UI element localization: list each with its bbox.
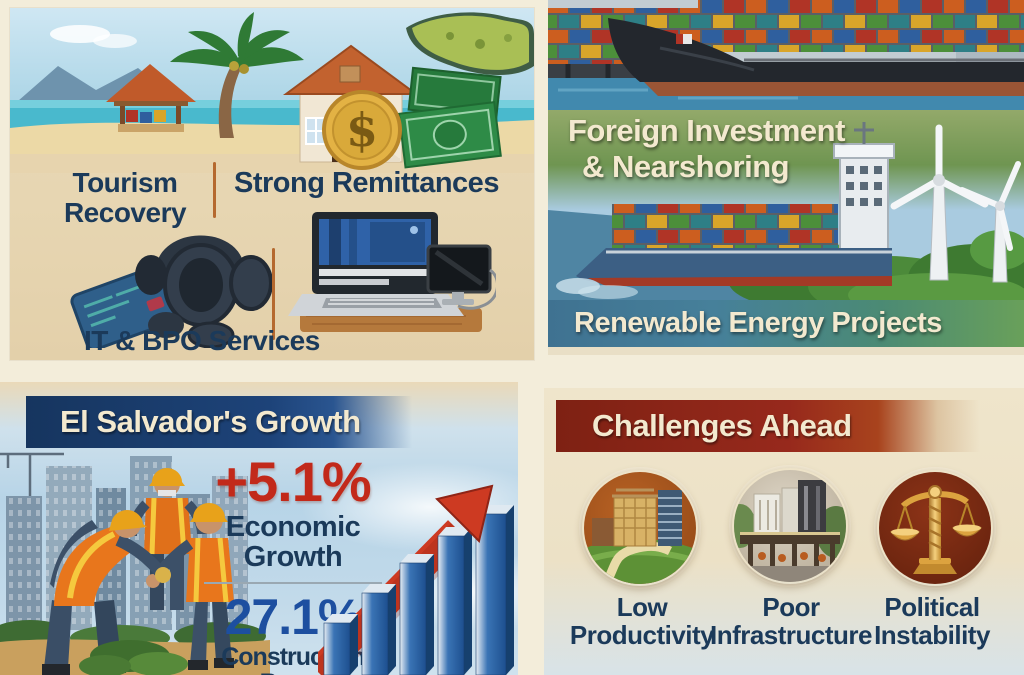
economic-growth-label: Economic Growth <box>225 511 361 574</box>
construction-workers-icon <box>42 468 234 675</box>
trade-panel: Foreign Investment & Nearshoring Renewab… <box>548 0 1024 355</box>
it-bpo-icons-left <box>70 235 273 348</box>
poor-infrastructure-label: Poor Infrastructure <box>709 592 873 651</box>
money-bills-icon <box>397 66 502 169</box>
scales-of-justice-icon <box>879 472 991 584</box>
beach-hut-icon <box>106 64 196 132</box>
label-divider <box>213 162 216 218</box>
container-ship-icon <box>556 122 895 299</box>
monitor-icon <box>426 244 496 310</box>
headset-icon <box>135 235 273 348</box>
arrow-head <box>435 484 494 543</box>
city-buildings-path-icon <box>584 472 696 584</box>
challenges-panel: Challenges Ahead <box>544 388 1024 675</box>
growth-chart <box>318 484 514 675</box>
nearshoring-scene <box>548 110 1024 300</box>
economic-growth-value: +5.1% <box>215 450 371 513</box>
bar-chart-icon <box>323 505 514 675</box>
poor-infrastructure-badge <box>732 468 848 584</box>
icon-divider <box>272 248 275 340</box>
drivers-panel: $ Tourism Recovery Strong Remittances <box>10 8 534 360</box>
tourism-recovery-label: Tourism Recovery <box>63 167 187 229</box>
industrial-building-icon <box>734 470 846 582</box>
renewable-energy-label: Renewable Energy Projects <box>574 307 942 339</box>
it-bpo-icons-right <box>288 212 496 332</box>
low-productivity-label: Low Productivity <box>569 592 715 651</box>
el-salvador-map-icon <box>406 12 534 76</box>
cable-icon <box>457 268 496 310</box>
political-instability-label: Political Instability <box>874 592 990 651</box>
stats-divider <box>204 581 382 584</box>
beach-scene-icon: $ <box>10 8 534 173</box>
growth-panel: El Salvador's Growth +5.1% Economic Grow… <box>0 382 518 675</box>
coin-dollar-symbol: $ <box>346 103 378 157</box>
it-bpo-services-label: IT & BPO Services <box>84 325 320 356</box>
wind-turbine-icon <box>959 161 1021 283</box>
wind-turbine-icon <box>890 124 989 281</box>
dollar-coin-icon: $ <box>322 90 402 170</box>
growth-banner: El Salvador's Growth <box>26 396 420 448</box>
low-productivity-badge <box>582 470 698 586</box>
foreign-investment-label: Foreign Investment & Nearshoring <box>568 113 845 184</box>
renewable-band: Renewable Energy Projects <box>548 300 1024 347</box>
political-instability-badge <box>877 470 993 586</box>
construction-scene <box>0 452 270 675</box>
challenges-banner: Challenges Ahead <box>556 400 980 452</box>
palm-tree-icon <box>170 12 304 138</box>
cargo-ship-icon <box>548 0 1024 110</box>
laptop-icon <box>288 212 464 316</box>
strong-remittances-label: Strong Remittances <box>234 167 499 199</box>
